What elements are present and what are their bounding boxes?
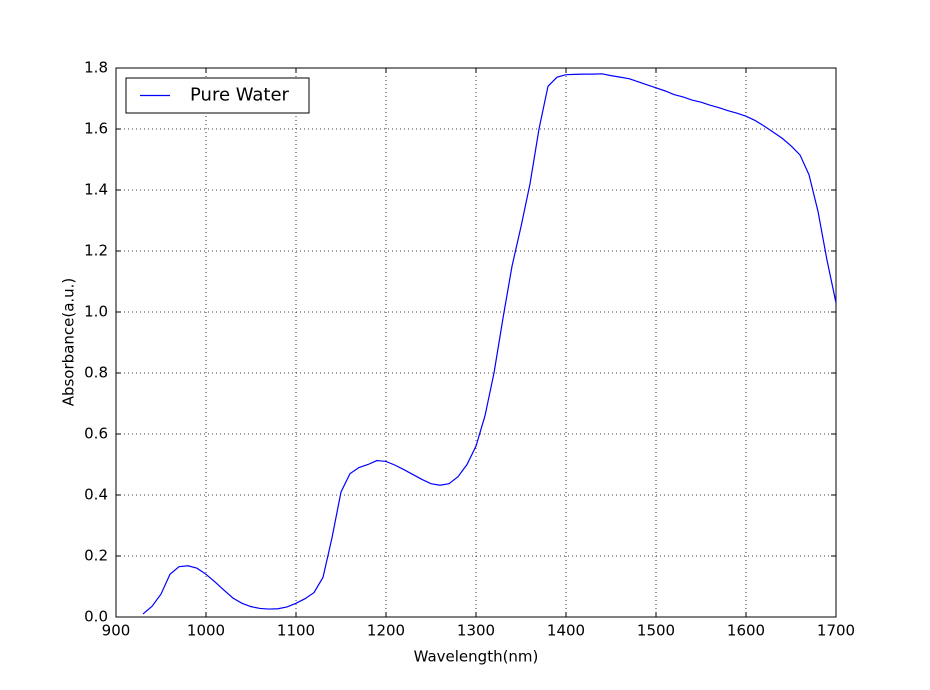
y-tick-label: 0.8 bbox=[84, 364, 108, 382]
y-tick-label: 1.2 bbox=[84, 242, 108, 260]
y-tick-label: 1.0 bbox=[84, 303, 108, 321]
x-tick-label: 1300 bbox=[457, 622, 495, 640]
x-tick-label: 1600 bbox=[727, 622, 765, 640]
y-tick-label: 1.6 bbox=[84, 120, 108, 138]
y-tick-label: 1.4 bbox=[84, 181, 108, 199]
x-tick-label: 1500 bbox=[637, 622, 675, 640]
y-tick-label: 1.8 bbox=[84, 59, 108, 77]
x-tick-label: 900 bbox=[102, 622, 131, 640]
legend-label: Pure Water bbox=[190, 85, 290, 106]
x-tick-label: 1200 bbox=[367, 622, 405, 640]
x-tick-label: 1100 bbox=[277, 622, 315, 640]
plot-frame bbox=[115, 67, 837, 618]
y-axis-label: Absorbance(a.u.) bbox=[60, 278, 78, 407]
x-axis-label: Wavelength(nm) bbox=[414, 648, 539, 666]
data-line bbox=[142, 73, 837, 615]
y-tick-label: 0.0 bbox=[84, 608, 108, 626]
x-tick-label: 1400 bbox=[547, 622, 585, 640]
x-tick-label: 1000 bbox=[187, 622, 225, 640]
y-tick-label: 0.4 bbox=[84, 486, 108, 504]
y-tick-label: 0.6 bbox=[84, 425, 108, 443]
y-tick-label: 0.2 bbox=[84, 547, 108, 565]
x-tick-label: 1700 bbox=[817, 622, 855, 640]
